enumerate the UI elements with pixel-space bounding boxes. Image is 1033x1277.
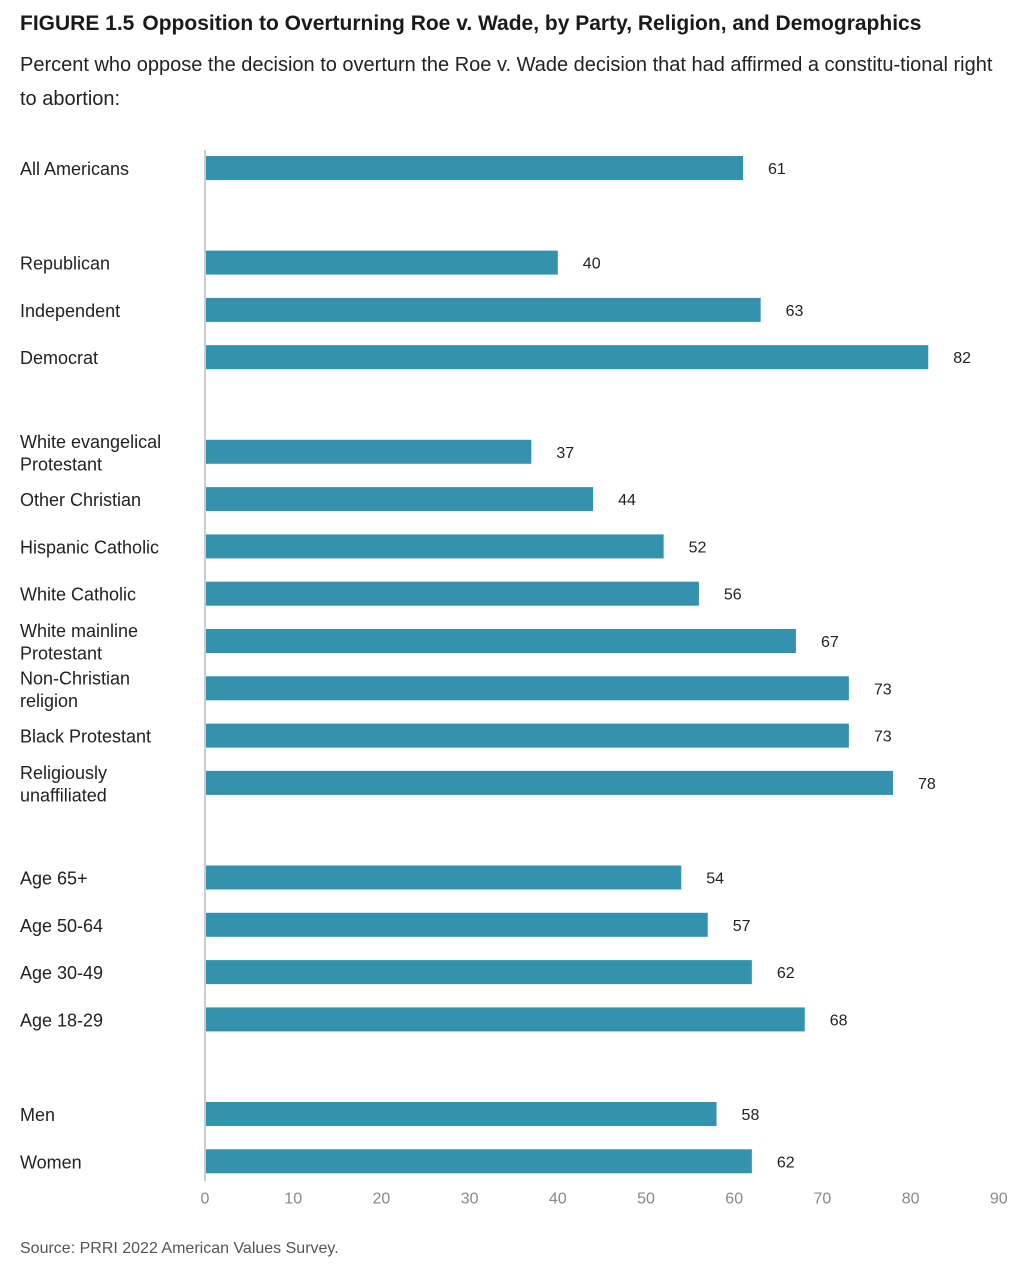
data-label: 78 xyxy=(918,776,936,793)
data-label: 58 xyxy=(742,1107,760,1124)
x-tick-label: 10 xyxy=(284,1190,302,1207)
bar xyxy=(205,156,744,180)
category-label: Other Christian xyxy=(20,490,141,510)
bar xyxy=(205,250,558,275)
category-label: Black Protestant xyxy=(20,727,151,747)
x-tick-label: 80 xyxy=(902,1190,920,1207)
chart-title: FIGURE 1.5 Opposition to Overturning Roe … xyxy=(20,12,1020,36)
x-tick-label: 70 xyxy=(814,1190,832,1207)
x-tick-label: 50 xyxy=(637,1190,655,1207)
category-label-line: Protestant xyxy=(20,644,102,664)
data-label: 62 xyxy=(777,1154,795,1171)
category-label-line: unaffiliated xyxy=(20,785,107,805)
category-label-line: Religiously xyxy=(20,763,107,783)
data-label: 54 xyxy=(706,871,724,888)
bar xyxy=(205,1007,805,1032)
category-label: Religiously unaffiliated xyxy=(20,763,107,806)
category-label: Republican xyxy=(20,254,110,274)
bar xyxy=(205,960,752,985)
data-label: 67 xyxy=(821,634,839,651)
bar-chart: 61 All Americans 40 Republican 63 Independent… xyxy=(20,150,1008,1207)
data-label: 73 xyxy=(874,729,892,746)
bar xyxy=(205,1102,717,1126)
data-label: 82 xyxy=(953,350,971,367)
category-label: Age 30-49 xyxy=(20,963,103,983)
bar xyxy=(205,1149,752,1174)
x-tick-label: 40 xyxy=(549,1190,567,1207)
bar xyxy=(205,770,893,795)
data-label: 56 xyxy=(724,587,742,604)
category-label-line: Protestant xyxy=(20,454,102,474)
category-label: Men xyxy=(20,1105,55,1125)
source-note: Source: PRRI 2022 American Values Survey… xyxy=(20,1240,339,1257)
bar xyxy=(205,345,929,370)
bar xyxy=(205,487,594,512)
chart-subtitle: Percent who oppose the decision to overt… xyxy=(20,54,993,110)
x-tick-label: 90 xyxy=(990,1190,1008,1207)
category-label-line: White mainline xyxy=(20,621,138,641)
category-label: Democrat xyxy=(20,348,98,368)
x-tick-label: 0 xyxy=(201,1190,210,1207)
data-label: 57 xyxy=(733,918,751,935)
category-label: Age 18-29 xyxy=(20,1010,103,1030)
data-label: 44 xyxy=(618,492,636,509)
data-label: 63 xyxy=(786,303,804,320)
bar xyxy=(205,297,761,322)
bar xyxy=(205,534,664,559)
data-label: 68 xyxy=(830,1012,848,1029)
category-label-line: White evangelical xyxy=(20,432,161,452)
bar xyxy=(205,676,849,701)
data-label: 62 xyxy=(777,965,795,982)
bar xyxy=(205,912,708,937)
bar xyxy=(205,629,796,653)
figure-title: Opposition to Overturning Roe v. Wade, b… xyxy=(142,12,922,35)
category-label: White evangelical Protestant xyxy=(20,432,161,475)
category-label: Age 50-64 xyxy=(20,916,103,936)
bar xyxy=(205,865,682,890)
category-label: Age 65+ xyxy=(20,869,88,889)
data-label: 40 xyxy=(583,256,601,273)
x-tick-label: 30 xyxy=(461,1190,479,1207)
bar xyxy=(205,723,849,748)
category-label: Women xyxy=(20,1152,82,1172)
x-tick-label: 60 xyxy=(725,1190,743,1207)
x-tick-label: 20 xyxy=(373,1190,391,1207)
data-label: 73 xyxy=(874,681,892,698)
data-label: 37 xyxy=(556,445,574,462)
data-label: 61 xyxy=(768,161,786,178)
category-label: Hispanic Catholic xyxy=(20,537,159,557)
category-label: White mainline Protestant xyxy=(20,621,138,664)
category-label-line: religion xyxy=(20,691,78,711)
category-label: Non-Christian religion xyxy=(20,668,130,711)
bar xyxy=(205,439,532,464)
category-label: Independent xyxy=(20,301,120,321)
figure-label: FIGURE 1.5 xyxy=(20,12,135,35)
data-label: 52 xyxy=(689,539,707,556)
category-label: White Catholic xyxy=(20,585,136,605)
bar xyxy=(205,581,699,606)
category-label-line: Non-Christian xyxy=(20,668,130,688)
category-label: All Americans xyxy=(20,159,129,179)
